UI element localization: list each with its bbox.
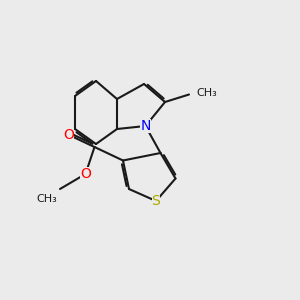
Text: O: O — [64, 128, 74, 142]
Text: CH₃: CH₃ — [196, 88, 217, 98]
Text: O: O — [80, 167, 91, 181]
Text: CH₃: CH₃ — [36, 194, 57, 203]
Text: S: S — [152, 194, 160, 208]
Text: N: N — [140, 119, 151, 133]
